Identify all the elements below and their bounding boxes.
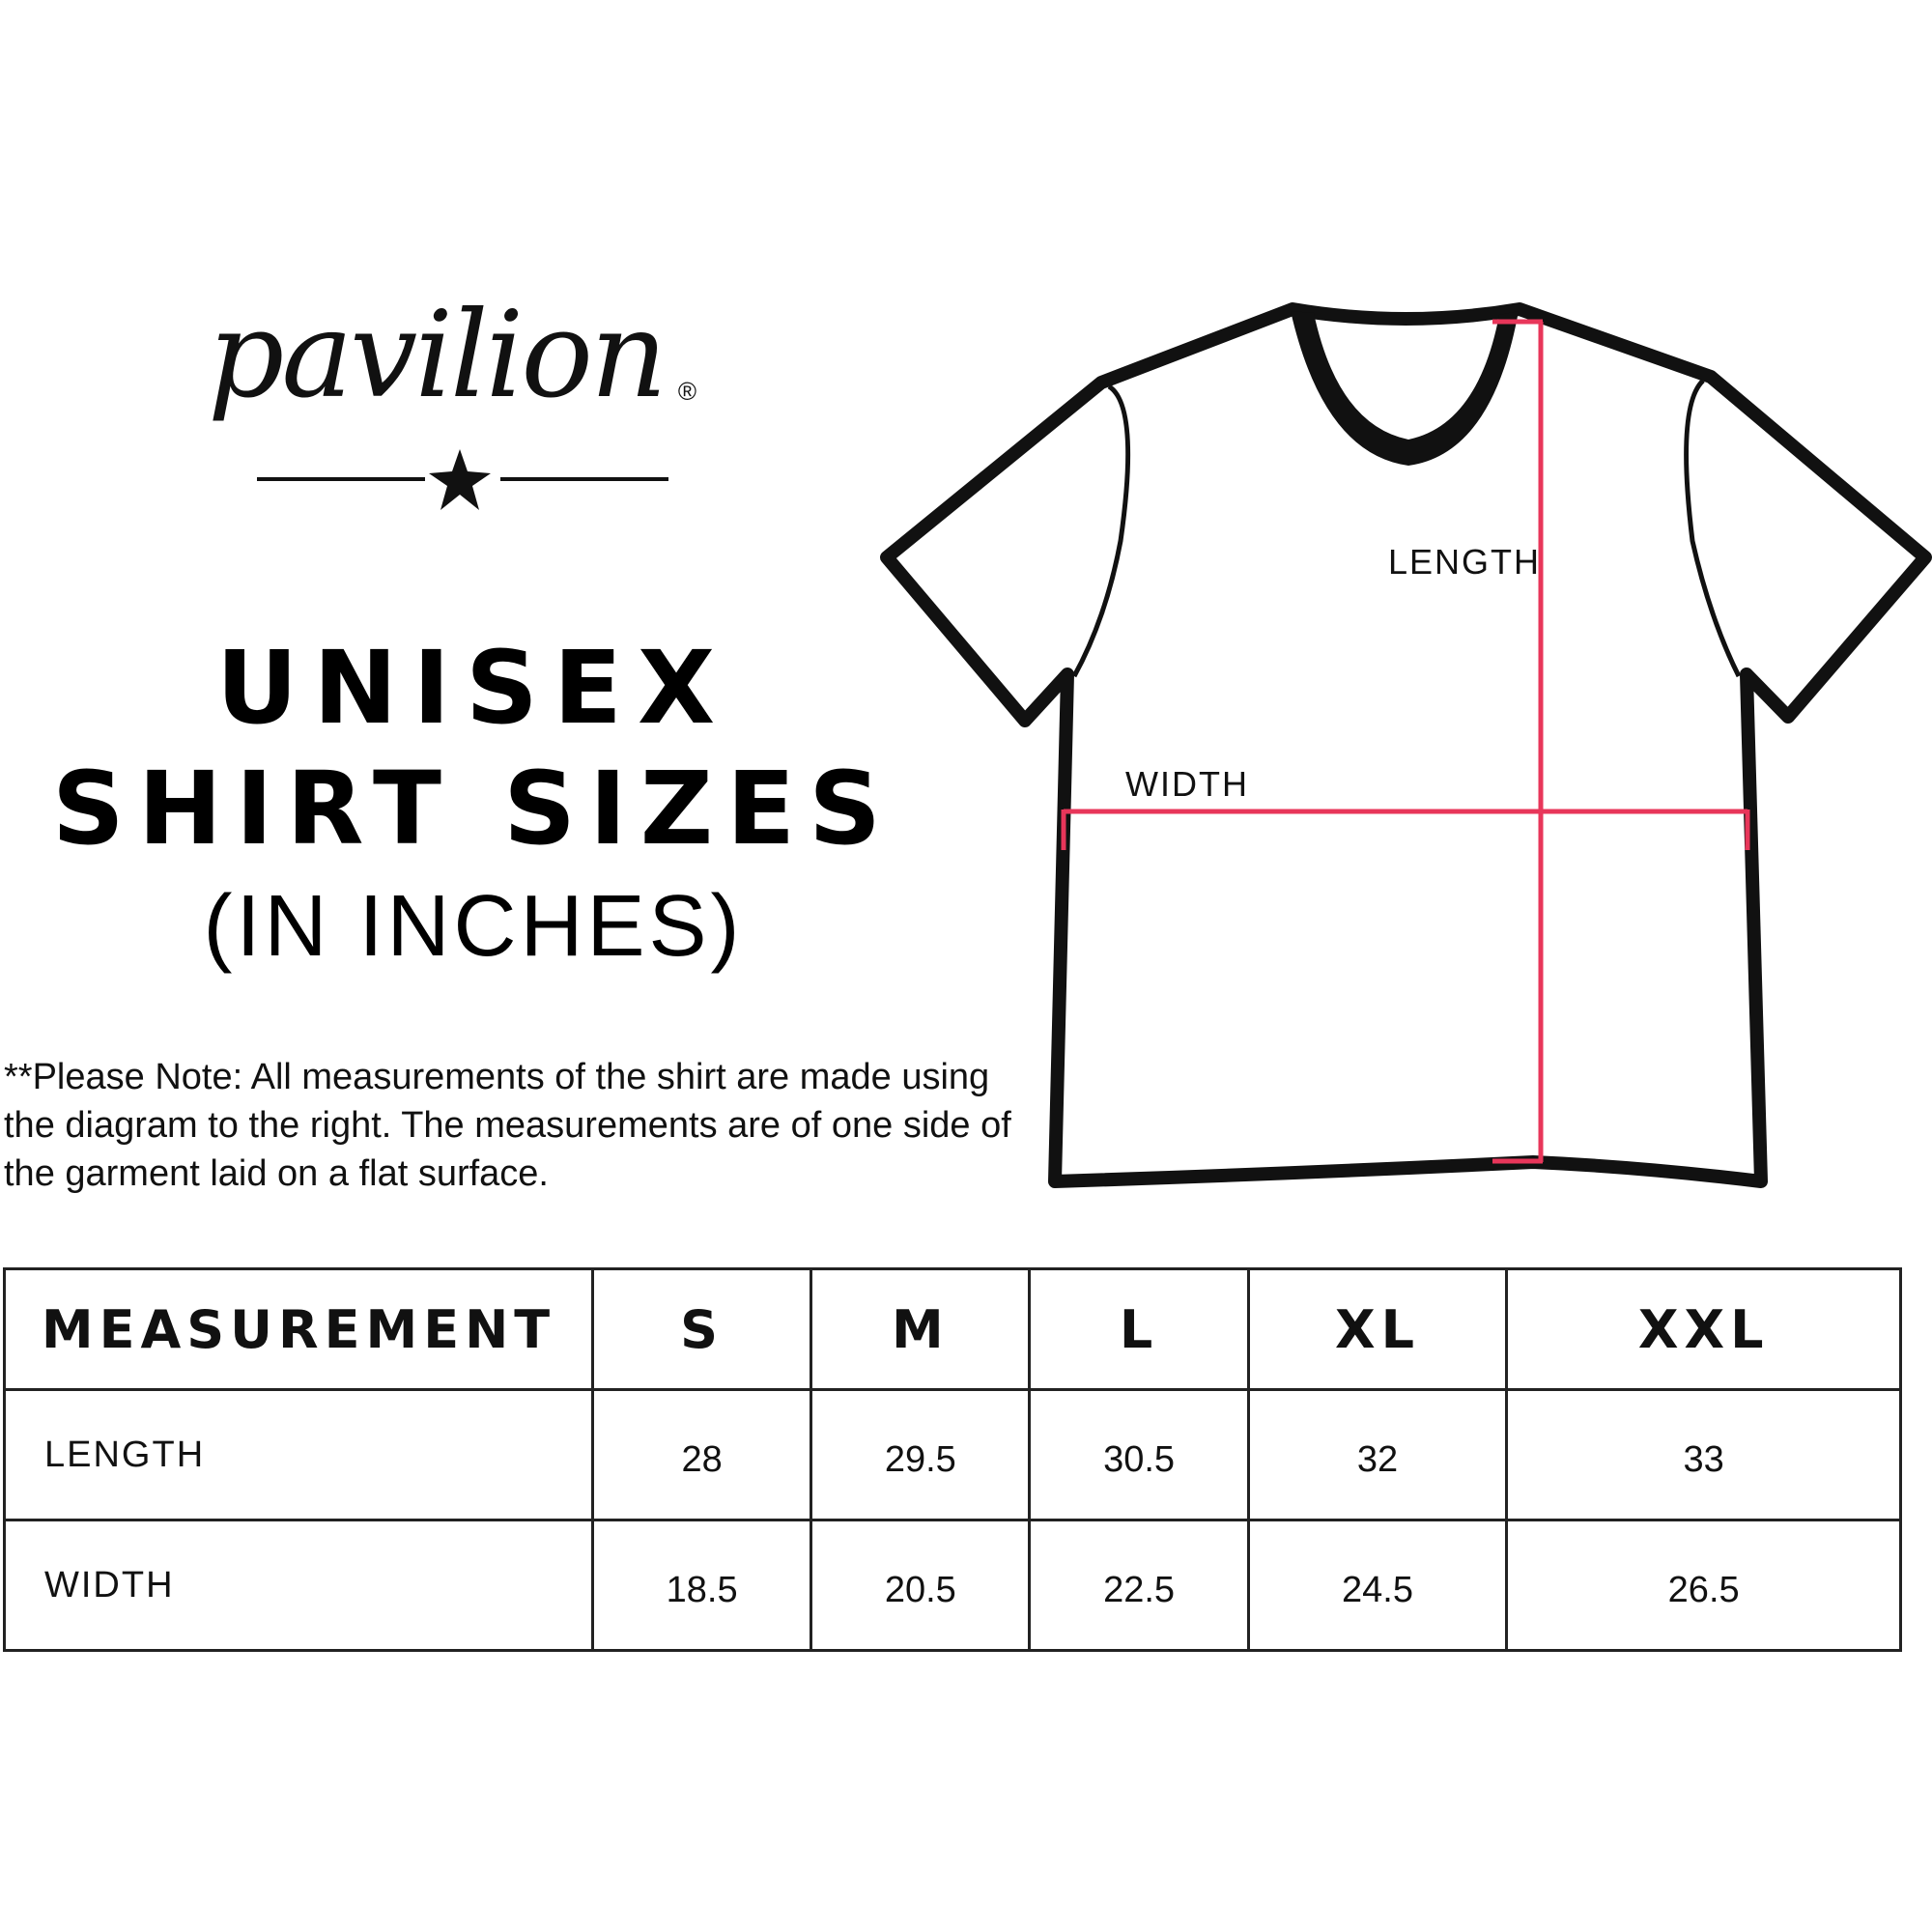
registered-mark: ® (677, 377, 697, 406)
header-size-l: L (1028, 1267, 1250, 1391)
title-line-2: SHIRT SIZES (51, 750, 895, 867)
left-sleeve-seam (1071, 384, 1131, 678)
title-line-1: UNISEX (215, 629, 731, 747)
width-measure-line (1061, 809, 1750, 850)
star-icon (429, 449, 491, 510)
row-label: WIDTH (3, 1519, 594, 1652)
shirt-collar (1291, 311, 1519, 466)
header-size-xxl: XXL (1505, 1267, 1902, 1391)
brand-logo: pavilion ® (208, 286, 697, 425)
table-row-width: WIDTH 18.5 20.5 22.5 24.5 26.5 (3, 1519, 1902, 1652)
right-sleeve-seam (1684, 379, 1742, 678)
table-header-row: MEASUREMENT S M L XL XXL (3, 1267, 1902, 1391)
length-label: LENGTH (1388, 542, 1542, 582)
header-size-s: S (590, 1267, 813, 1391)
header-measurement: MEASUREMENT (3, 1267, 594, 1391)
length-measure-line (1492, 319, 1544, 1164)
header-size-m: M (810, 1267, 1032, 1391)
brand-logo-text: pavilion (208, 286, 668, 425)
cell-value: 30.5 (1028, 1388, 1250, 1521)
measurement-note: **Please Note: All measurements of the s… (4, 1057, 1011, 1194)
table-row-length: LENGTH 28 29.5 30.5 32 33 (3, 1388, 1902, 1521)
cell-value: 32 (1246, 1388, 1509, 1521)
cell-value: 28 (590, 1388, 813, 1521)
header-size-xl: XL (1246, 1267, 1509, 1391)
cell-value: 22.5 (1028, 1519, 1250, 1652)
cell-value: 29.5 (810, 1388, 1032, 1521)
title-line-3: (IN INCHES) (203, 878, 744, 975)
cell-value: 18.5 (590, 1519, 813, 1652)
size-table: MEASUREMENT S M L XL XXL LENGTH 28 29.5 … (3, 1267, 1902, 1652)
cell-value: 20.5 (810, 1519, 1032, 1652)
shirt-outline (880, 302, 1932, 1188)
width-label: WIDTH (1125, 764, 1249, 804)
cell-value: 26.5 (1505, 1519, 1902, 1652)
cell-value: 24.5 (1246, 1519, 1509, 1652)
cell-value: 33 (1505, 1388, 1902, 1521)
row-label: LENGTH (3, 1388, 594, 1521)
